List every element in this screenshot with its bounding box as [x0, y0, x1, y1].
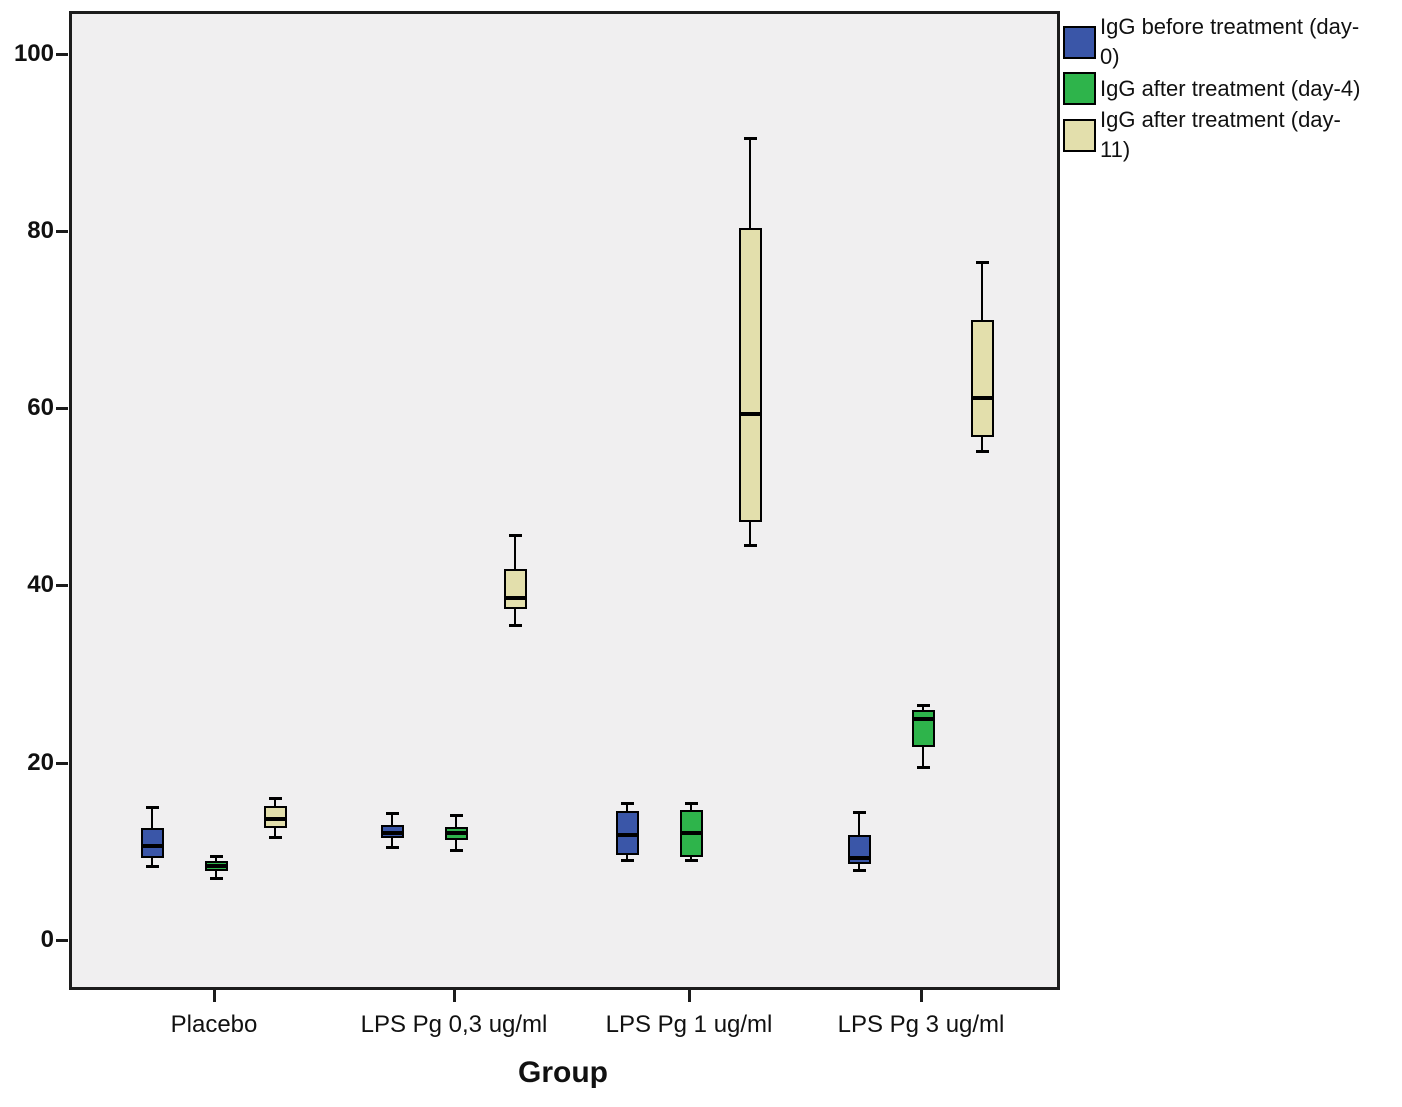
whisker-cap-top [449, 814, 463, 817]
median-line [615, 832, 639, 837]
x-tick-label: LPS Pg 3 ug/ml [837, 1011, 1005, 1038]
boxplot-box [503, 568, 527, 610]
whisker-cap-bottom [449, 848, 463, 852]
y-tick-mark [56, 584, 68, 588]
x-tick-mark [213, 990, 216, 1002]
legend-swatch [1063, 25, 1096, 59]
boxplot-box [970, 320, 994, 438]
median-line [911, 717, 935, 722]
median-line [970, 396, 994, 401]
y-tick-mark [56, 761, 68, 765]
whisker-cap-bottom [743, 543, 757, 547]
whisker-cap-top [268, 797, 282, 801]
x-tick-label: LPS Pg 0,3 ug/ml [360, 1011, 548, 1038]
whisker-cap-bottom [268, 836, 282, 840]
median-line [679, 830, 703, 835]
y-tick-label: 40 [27, 571, 54, 599]
whisker-cap-bottom [209, 876, 223, 880]
y-tick-label: 100 [13, 39, 54, 67]
x-tick-mark [688, 990, 691, 1002]
y-tick-label: 20 [27, 748, 54, 776]
whisker-cap-top [852, 811, 866, 815]
whisker-cap-top [916, 704, 930, 708]
whisker-cap-top [209, 854, 223, 858]
x-tick-label: Placebo [170, 1011, 258, 1038]
legend: IgG before treatment (day- 0) IgG after t… [1063, 12, 1402, 165]
whisker-cap-top [975, 260, 989, 264]
whisker-cap-top [743, 136, 757, 140]
legend-item: IgG after treatment (day-4) [1063, 72, 1402, 105]
legend-item: IgG after treatment (day- 11) [1063, 105, 1402, 165]
plot-area [69, 11, 1060, 990]
whisker-cap-top [620, 801, 634, 805]
median-line [140, 844, 164, 849]
whisker-cap-top [684, 802, 698, 806]
legend-swatch [1063, 72, 1096, 105]
legend-label: IgG before treatment (day- 0) [1100, 14, 1360, 69]
y-tick-mark [56, 939, 68, 942]
boxplot-box [911, 710, 935, 747]
median-line [263, 816, 287, 821]
whisker-cap-bottom [385, 845, 399, 849]
x-tick-label: LPS Pg 1 ug/ml [605, 1011, 773, 1038]
y-tick-mark [56, 52, 68, 56]
whisker-cap-top [508, 533, 522, 537]
whisker-cap-top [145, 806, 159, 810]
boxplot-box [738, 228, 762, 523]
y-tick-mark [56, 407, 68, 411]
x-tick-mark [453, 990, 456, 1002]
legend-label: IgG after treatment (day- 11) [1100, 107, 1341, 162]
whisker-cap-bottom [684, 859, 698, 863]
median-line [738, 412, 762, 417]
median-line [444, 830, 468, 835]
whisker-cap-bottom [620, 859, 634, 863]
whisker-cap-bottom [975, 449, 989, 453]
y-tick-label: 0 [40, 926, 54, 953]
whisker-cap-bottom [145, 864, 159, 868]
whisker-cap-bottom [508, 624, 522, 628]
legend-item: IgG before treatment (day- 0) [1063, 12, 1402, 72]
x-axis-title: Group [518, 1056, 608, 1089]
whisker-cap-top [385, 812, 399, 816]
legend-swatch [1063, 118, 1096, 152]
median-line [847, 855, 871, 860]
whisker-cap-bottom [916, 766, 930, 770]
median-line [503, 595, 527, 600]
y-tick-mark [56, 229, 68, 233]
legend-label: IgG after treatment (day-4) [1100, 75, 1361, 101]
boxplot-box [140, 828, 164, 859]
median-line [380, 830, 404, 835]
y-tick-label: 80 [27, 216, 54, 244]
y-tick-label: 60 [27, 394, 54, 422]
whisker-cap-bottom [852, 868, 866, 872]
x-tick-mark [920, 990, 923, 1002]
median-line [204, 864, 228, 869]
